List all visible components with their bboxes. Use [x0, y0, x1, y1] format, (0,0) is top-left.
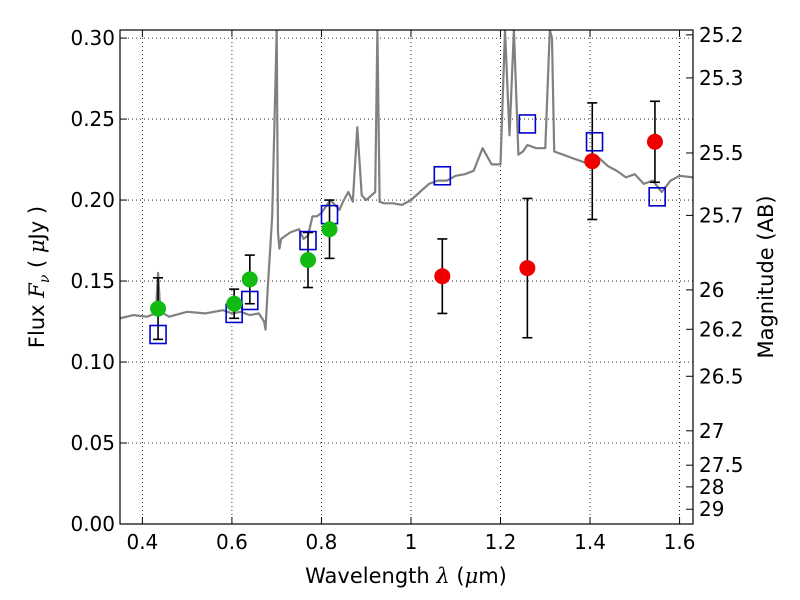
x-tick-label: 1.2 [485, 530, 517, 554]
right-tick-label: 25.2 [699, 23, 744, 47]
spectrum-line [120, 30, 693, 331]
model-square-marker [585, 131, 604, 152]
model-square-marker [648, 187, 666, 207]
model-square-marker [149, 324, 167, 345]
spectrum-layer [120, 30, 693, 331]
right-tick-label: 27 [699, 419, 724, 443]
model-square-layer [149, 114, 666, 345]
right-tick-label: 25.5 [699, 141, 744, 165]
green-data-point [241, 271, 258, 288]
x-tick-label: 0.8 [306, 530, 338, 554]
y-tick-label: 0.05 [70, 431, 115, 455]
right-tick-label: 26 [699, 278, 724, 302]
model-square-marker [299, 230, 317, 251]
green-data-point [150, 300, 167, 317]
model-square-marker [241, 290, 259, 311]
x-tick-label: 1.6 [664, 530, 696, 554]
green-data-point [321, 221, 338, 238]
right-tick-label: 25.3 [699, 66, 744, 90]
y-tick-label: 0.00 [70, 512, 115, 536]
red-data-point [646, 133, 663, 150]
x-axis-label: Wavelength λ (μm) [305, 564, 507, 588]
right-tick-label: 28 [699, 475, 724, 499]
y-tick-label: 0.10 [70, 350, 115, 374]
model-square-marker [518, 114, 537, 134]
x-tick-label: 1 [405, 530, 418, 554]
model-square-marker [433, 165, 452, 186]
red-data-point [519, 260, 536, 277]
right-tick-label: 27.5 [699, 453, 744, 477]
observed-point-layer [150, 133, 663, 317]
red-data-point [434, 268, 451, 285]
y-tick-label: 0.25 [70, 107, 115, 131]
y-axis-label: Flux Fν ( μJy ) [25, 206, 53, 348]
axis-ticks: 0.4 0.6 0.8 1 1.2 1.4 1.6 0.00 0.05 0.10 0.15 0.20 0… [70, 23, 743, 554]
right-tick-label: 26.2 [699, 317, 744, 341]
green-data-point [300, 251, 317, 268]
right-axis-label: Magnitude (AB) [754, 195, 778, 358]
x-tick-label: 1.4 [574, 530, 606, 554]
red-data-point [584, 153, 601, 170]
y-tick-label: 0.15 [70, 269, 115, 293]
green-data-point [226, 295, 243, 312]
right-tick-label: 26.5 [699, 364, 744, 388]
plot-frame [119, 29, 694, 525]
x-tick-label: 0.4 [126, 530, 158, 554]
right-tick-label: 29 [699, 497, 724, 521]
y-tick-label: 0.30 [70, 26, 115, 50]
x-tick-label: 0.6 [216, 530, 248, 554]
y-tick-label: 0.20 [70, 188, 115, 212]
right-tick-label: 25.7 [699, 203, 744, 227]
